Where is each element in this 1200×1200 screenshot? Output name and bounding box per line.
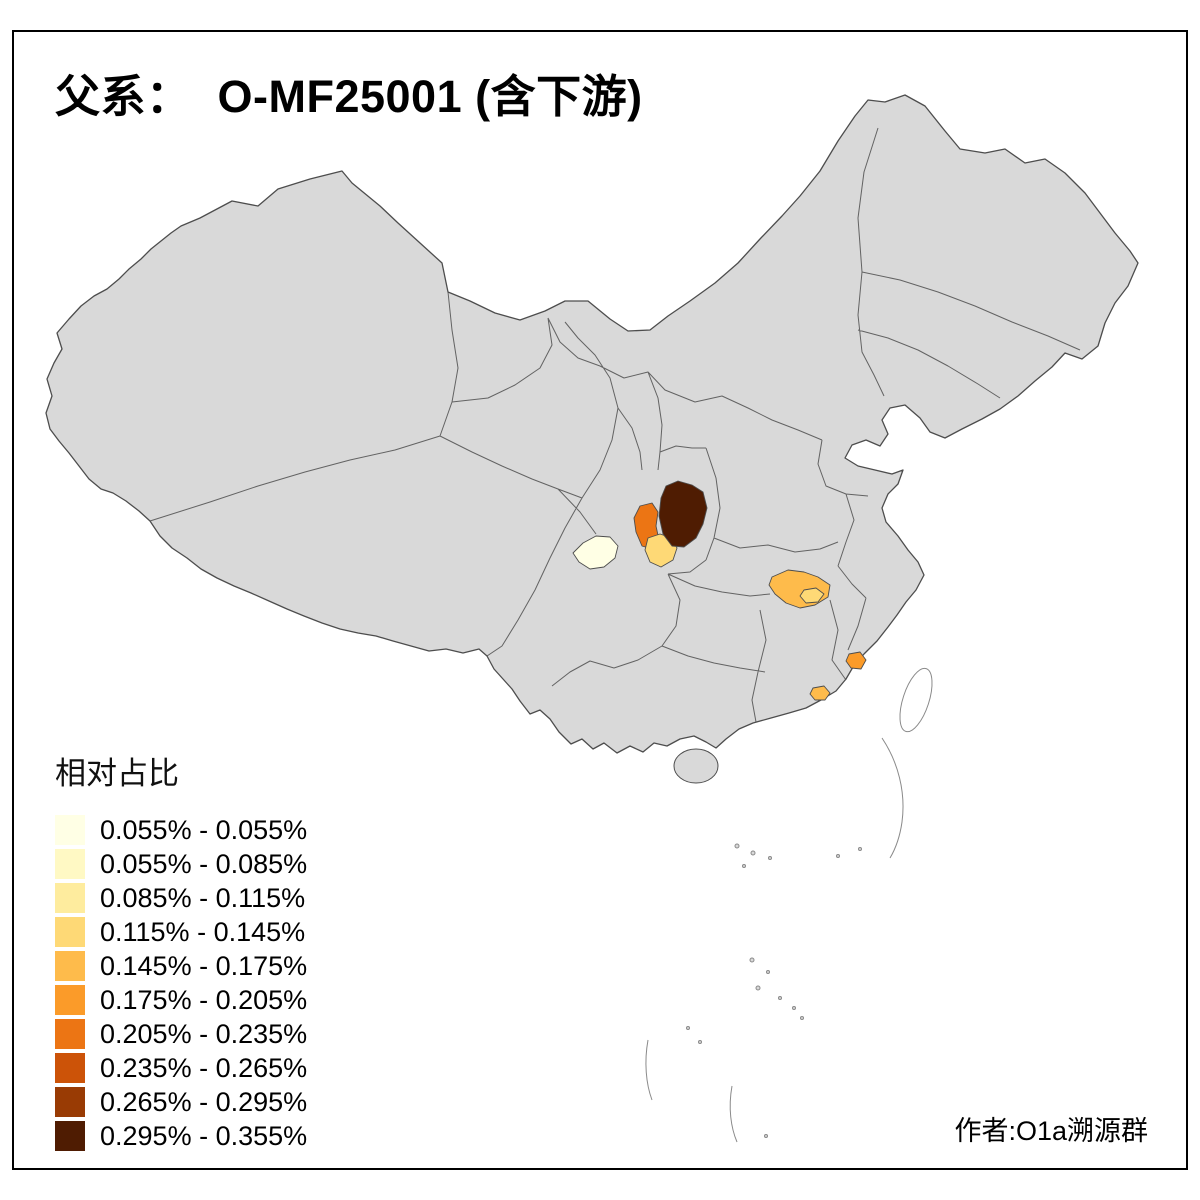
legend-item: 0.115% - 0.145% <box>55 917 307 947</box>
taiwan-island <box>899 667 933 733</box>
legend-swatch <box>55 917 85 947</box>
hainan-island <box>673 748 719 784</box>
mainland-outline <box>45 94 1139 754</box>
legend-item: 0.145% - 0.175% <box>55 951 307 981</box>
legend-swatch <box>55 1053 85 1083</box>
province-borders <box>149 127 1081 723</box>
legend-swatch <box>55 1121 85 1151</box>
legend-swatch <box>55 849 85 879</box>
highlighted-regions <box>572 480 867 701</box>
legend-label: 0.115% - 0.145% <box>100 917 306 947</box>
legend-swatch <box>55 985 85 1015</box>
legend-label: 0.235% - 0.265% <box>100 1053 308 1083</box>
legend-label: 0.145% - 0.175% <box>100 951 308 981</box>
legend-item: 0.055% - 0.055% <box>55 815 307 845</box>
legend-label: 0.205% - 0.235% <box>100 1019 308 1049</box>
legend-item: 0.205% - 0.235% <box>55 1019 307 1049</box>
legend-swatch <box>55 1019 85 1049</box>
legend-swatch <box>55 1087 85 1117</box>
south-china-sea-islands <box>645 737 904 1143</box>
highlight-region-6 <box>845 651 867 670</box>
legend-label: 0.295% - 0.355% <box>100 1121 308 1151</box>
legend-swatch <box>55 815 85 845</box>
highlight-region-7 <box>809 685 831 701</box>
legend-item: 0.175% - 0.205% <box>55 985 307 1015</box>
legend-swatch <box>55 883 85 913</box>
legend-title: 相对占比 <box>55 756 179 791</box>
legend-label: 0.055% - 0.085% <box>100 849 308 879</box>
legend-label: 0.085% - 0.115% <box>100 883 306 913</box>
legend-label: 0.265% - 0.295% <box>100 1087 308 1117</box>
legend-swatch <box>55 951 85 981</box>
highlight-region-5b <box>799 587 825 604</box>
legend-label: 0.175% - 0.205% <box>100 985 308 1015</box>
legend-item: 0.295% - 0.355% <box>55 1121 307 1151</box>
legend-item: 0.235% - 0.265% <box>55 1053 307 1083</box>
highlight-region-1 <box>658 480 708 548</box>
legend-item: 0.055% - 0.085% <box>55 849 307 879</box>
attribution-text: 作者:O1a溯源群 <box>954 1116 1148 1146</box>
legend-item: 0.085% - 0.115% <box>55 883 307 913</box>
legend-item: 0.265% - 0.295% <box>55 1087 307 1117</box>
page-title: 父系： O-MF25001 (含下游) <box>55 71 643 122</box>
legend-label: 0.055% - 0.055% <box>100 815 308 845</box>
highlight-region-4 <box>572 535 619 570</box>
legend: 相对占比 0.055% - 0.055% 0.055% - 0.085% 0.0… <box>55 748 307 1155</box>
